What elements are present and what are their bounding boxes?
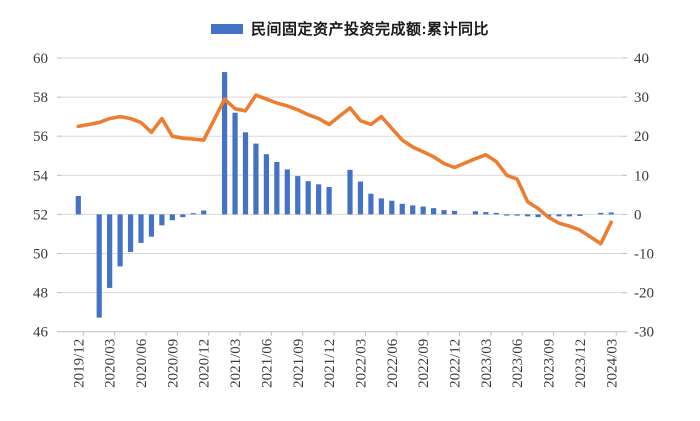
right-axis-tick-label: -20 <box>634 286 654 302</box>
left-axis-tick-label: 54 <box>33 168 49 184</box>
bar <box>451 210 458 215</box>
bar <box>201 210 207 215</box>
bar <box>504 214 510 216</box>
left-axis-tick-label: 56 <box>33 129 49 145</box>
right-axis-tick-label: 40 <box>634 51 649 67</box>
right-axis-tick-label: 10 <box>634 168 649 184</box>
bar <box>441 210 447 215</box>
x-axis-tick-label: 2020/03 <box>103 339 119 388</box>
bar <box>420 206 426 215</box>
x-axis-tick-label: 2022/06 <box>385 338 401 388</box>
chart-legend: 民间固定资产投资完成额:累计同比 <box>0 18 700 39</box>
bar <box>180 214 186 218</box>
bar <box>127 214 134 252</box>
bar <box>399 203 405 215</box>
bar <box>159 214 165 226</box>
bar <box>378 198 384 215</box>
line-series <box>76 93 614 246</box>
bar <box>357 181 364 215</box>
bar <box>577 214 583 216</box>
bar <box>472 211 478 215</box>
x-axis-tick-label: 2020/12 <box>197 339 213 388</box>
x-axis-tick-label: 2023/06 <box>510 338 526 388</box>
bar <box>483 212 489 215</box>
bar <box>117 214 123 267</box>
left-axis-tick-label: 46 <box>33 325 49 341</box>
right-axis-tick-label: 20 <box>634 129 649 145</box>
bar <box>608 212 614 215</box>
bar <box>138 214 144 243</box>
bar <box>222 72 228 215</box>
left-axis-tick-label: 58 <box>33 90 48 106</box>
left-axis-tick-label: 48 <box>33 286 48 302</box>
bar <box>347 169 353 215</box>
x-axis-tick-label: 2020/09 <box>165 339 181 388</box>
bar <box>305 181 311 215</box>
x-axis-tick-label: 2022/03 <box>353 339 369 388</box>
x-axis-tick-label: 2021/12 <box>322 339 338 388</box>
bar <box>253 143 259 215</box>
bar <box>525 214 531 217</box>
bar <box>75 196 81 215</box>
x-axis-tick-label: 2023/09 <box>542 339 558 388</box>
bar <box>326 187 332 215</box>
x-axis-tick-label: 2021/06 <box>259 338 275 388</box>
bar <box>232 112 238 215</box>
bar <box>598 212 604 215</box>
x-axis-tick-label: 2022/09 <box>416 339 432 388</box>
bar <box>556 214 562 217</box>
bar <box>148 214 155 237</box>
x-axis-tick-label: 2021/03 <box>228 339 244 388</box>
x-axis-tick-label: 2024/03 <box>604 339 620 388</box>
right-axis-tick-label: -30 <box>634 325 654 341</box>
right-axis-tick-label: 30 <box>634 90 649 106</box>
bar <box>493 212 499 215</box>
bar <box>96 214 102 318</box>
bar <box>284 169 290 215</box>
bar <box>316 184 322 215</box>
legend-label: 民间固定资产投资完成额:累计同比 <box>251 21 489 38</box>
bar <box>263 154 269 215</box>
bar <box>566 214 573 217</box>
left-axis-tick-label: 50 <box>33 247 48 263</box>
x-axis-tick-label: 2020/06 <box>134 338 150 388</box>
legend-swatch-bar <box>211 23 243 34</box>
bar <box>295 176 301 215</box>
bar <box>410 205 416 215</box>
x-axis-tick-label: 2022/12 <box>448 339 464 388</box>
x-axis-tick-label: 2019/12 <box>71 339 87 388</box>
bar <box>274 162 280 215</box>
bar <box>514 214 520 216</box>
bar <box>169 214 175 221</box>
bar <box>389 200 395 215</box>
left-axis-tick-label: 52 <box>33 207 48 223</box>
bar <box>431 208 437 215</box>
bar <box>242 132 249 215</box>
x-axis-tick-label: 2021/09 <box>291 339 307 388</box>
right-axis-tick-label: -10 <box>634 247 654 263</box>
x-axis-tick-label: 2023/12 <box>573 339 589 388</box>
bar <box>107 214 113 288</box>
bar <box>368 193 374 215</box>
x-axis-tick-label: 2023/03 <box>479 339 495 388</box>
left-axis-tick-label: 60 <box>33 51 48 67</box>
right-axis-tick-label: 0 <box>634 207 642 223</box>
bar <box>535 214 541 218</box>
bar <box>190 213 196 215</box>
